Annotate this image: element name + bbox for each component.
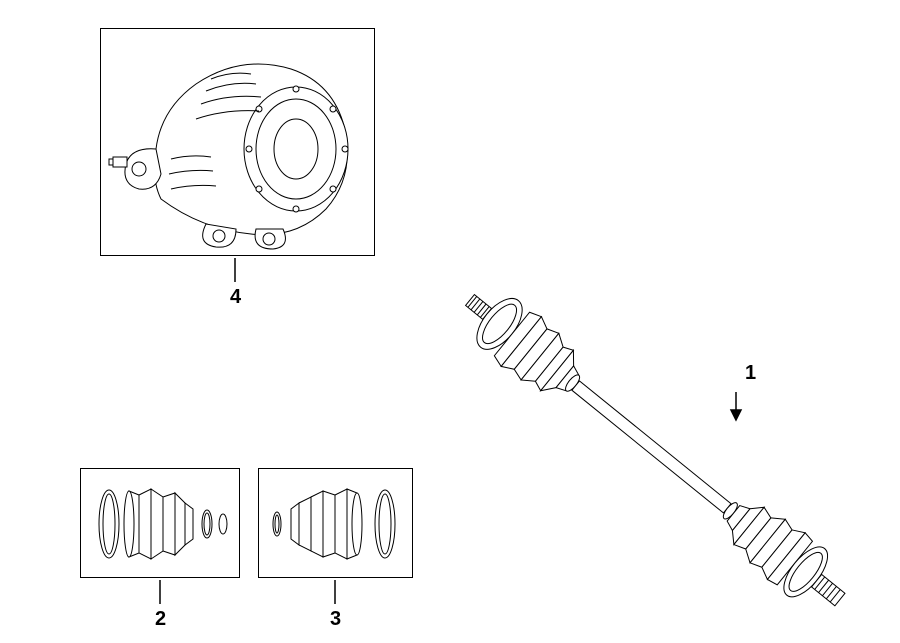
differential-illustration bbox=[101, 29, 376, 257]
panel-differential bbox=[100, 28, 375, 256]
callout-label-3: 3 bbox=[330, 608, 341, 631]
panel-inner-boot bbox=[258, 468, 413, 578]
callout-label-1: 1 bbox=[745, 362, 756, 385]
inner-boot-illustration bbox=[259, 469, 414, 579]
panel-outer-boot bbox=[80, 468, 240, 578]
callout-label-2: 2 bbox=[155, 608, 166, 631]
callout-label-4: 4 bbox=[230, 286, 241, 309]
diagram-canvas: 1 2 3 4 bbox=[0, 0, 900, 643]
outer-boot-illustration bbox=[81, 469, 241, 579]
